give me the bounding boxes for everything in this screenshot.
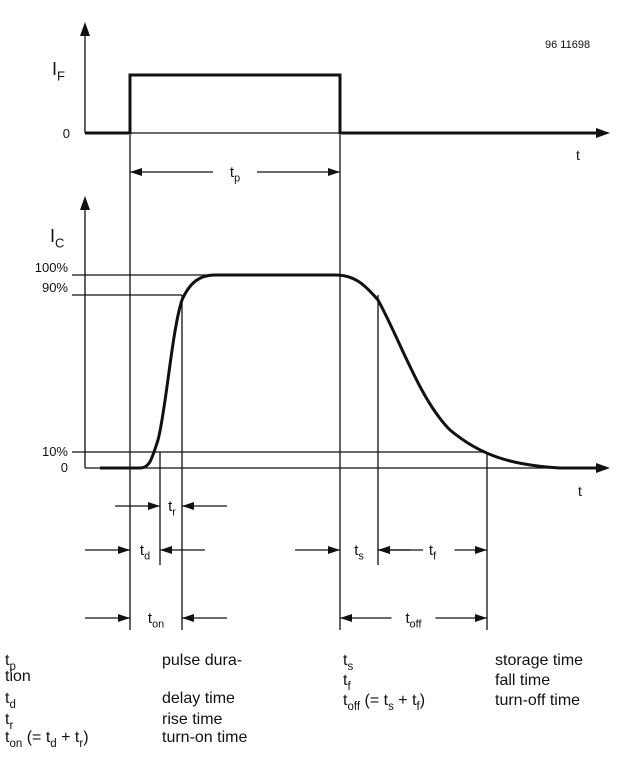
interval-label: toff [406, 610, 423, 631]
subscript: d [9, 699, 15, 711]
subscript: p [234, 173, 240, 185]
interval-label: ts [354, 542, 364, 563]
text-part: t [5, 729, 10, 746]
legend-description: turn-off time [495, 692, 580, 709]
arrowhead [80, 22, 90, 36]
arrowhead [118, 614, 130, 622]
subscript: f [417, 701, 421, 713]
subscript: off [410, 619, 423, 631]
arrowhead [340, 614, 352, 622]
axis-label: IF [52, 59, 65, 83]
origin-label: 0 [63, 126, 70, 141]
subscript: d [50, 738, 56, 750]
text-part: + t [57, 729, 80, 746]
interval-label: tr [168, 498, 176, 519]
pulse [85, 73, 598, 135]
interval-label: td [140, 542, 150, 563]
legend-symbol: tp [5, 652, 16, 673]
legend-description: turn-on time [162, 729, 247, 746]
subscript: f [347, 681, 351, 693]
arrowhead [182, 614, 194, 622]
subscript: F [57, 68, 65, 83]
text-part: t [5, 690, 10, 707]
arrowhead [475, 546, 487, 554]
origin-label: 0 [61, 460, 68, 475]
arrowhead [182, 502, 194, 510]
subscript: d [144, 551, 150, 563]
subscript: r [172, 507, 176, 519]
text-part: t [5, 711, 10, 728]
text-part: t [429, 542, 434, 559]
subscript: r [79, 738, 83, 750]
subscript: C [55, 235, 64, 250]
subscript: s [388, 701, 394, 713]
figure-code: 96 11698 [545, 39, 590, 51]
collector-current [100, 273, 598, 470]
text-part: t [406, 610, 411, 627]
text-part: t [140, 542, 145, 559]
text-part: t [343, 652, 348, 669]
text-part: I [52, 59, 57, 79]
arrowhead [80, 196, 90, 210]
arrowhead [328, 546, 340, 554]
text-part: t [5, 652, 10, 669]
level-label: 10% [42, 444, 68, 459]
legend-description: delay time [162, 690, 235, 707]
text-part: t [148, 610, 153, 627]
arrowhead [118, 546, 130, 554]
text-part: ) [420, 692, 425, 709]
text-part: t [354, 542, 359, 559]
text-part: t [168, 498, 173, 515]
interval-label: tf [429, 542, 437, 563]
legend-description: pulse dura- [162, 652, 242, 669]
interval-label: ton [148, 610, 164, 631]
legend-description: rise time [162, 711, 223, 728]
legend-symbol: ts [343, 652, 353, 673]
text-part: tion [5, 668, 31, 685]
subscript: on [9, 738, 22, 750]
level-label: 90% [42, 280, 68, 295]
arrowhead [475, 614, 487, 622]
text-part: I [50, 226, 55, 246]
legend-symbol: tion [5, 668, 31, 685]
arrowhead [160, 546, 172, 554]
arrowhead [596, 463, 610, 473]
text-part: (= t [360, 692, 389, 709]
text-part: (= t [22, 729, 51, 746]
text-part: t [230, 164, 235, 181]
legend-symbol: toff (= ts + tf) [343, 692, 425, 713]
arrowhead [148, 502, 160, 510]
text-part: t [343, 692, 348, 709]
interval-label: tp [230, 164, 240, 185]
subscript: p [9, 661, 15, 673]
arrowhead [328, 168, 340, 176]
level-label: 100% [35, 260, 69, 275]
legend-description: fall time [495, 672, 550, 689]
arrowhead [596, 128, 610, 138]
subscript: on [152, 619, 164, 631]
text-part: t [343, 672, 348, 689]
legend-symbol: tr [5, 711, 13, 732]
axis-label: IC [50, 226, 64, 250]
time-label: t [576, 147, 580, 163]
arrowhead [130, 168, 142, 176]
legend-description: storage time [495, 652, 583, 669]
subscript: s [347, 661, 353, 673]
time-label: t [578, 483, 582, 499]
subscript: off [347, 701, 360, 713]
subscript: s [358, 551, 364, 563]
legend-symbol: ton (= td + tr) [5, 729, 89, 750]
arrowhead [378, 546, 390, 554]
subscript: r [9, 720, 13, 732]
subscript: f [433, 551, 437, 563]
legend-symbol: td [5, 690, 16, 711]
text-part: + t [394, 692, 417, 709]
text-part: ) [83, 729, 88, 746]
legend-symbol: tf [343, 672, 351, 693]
